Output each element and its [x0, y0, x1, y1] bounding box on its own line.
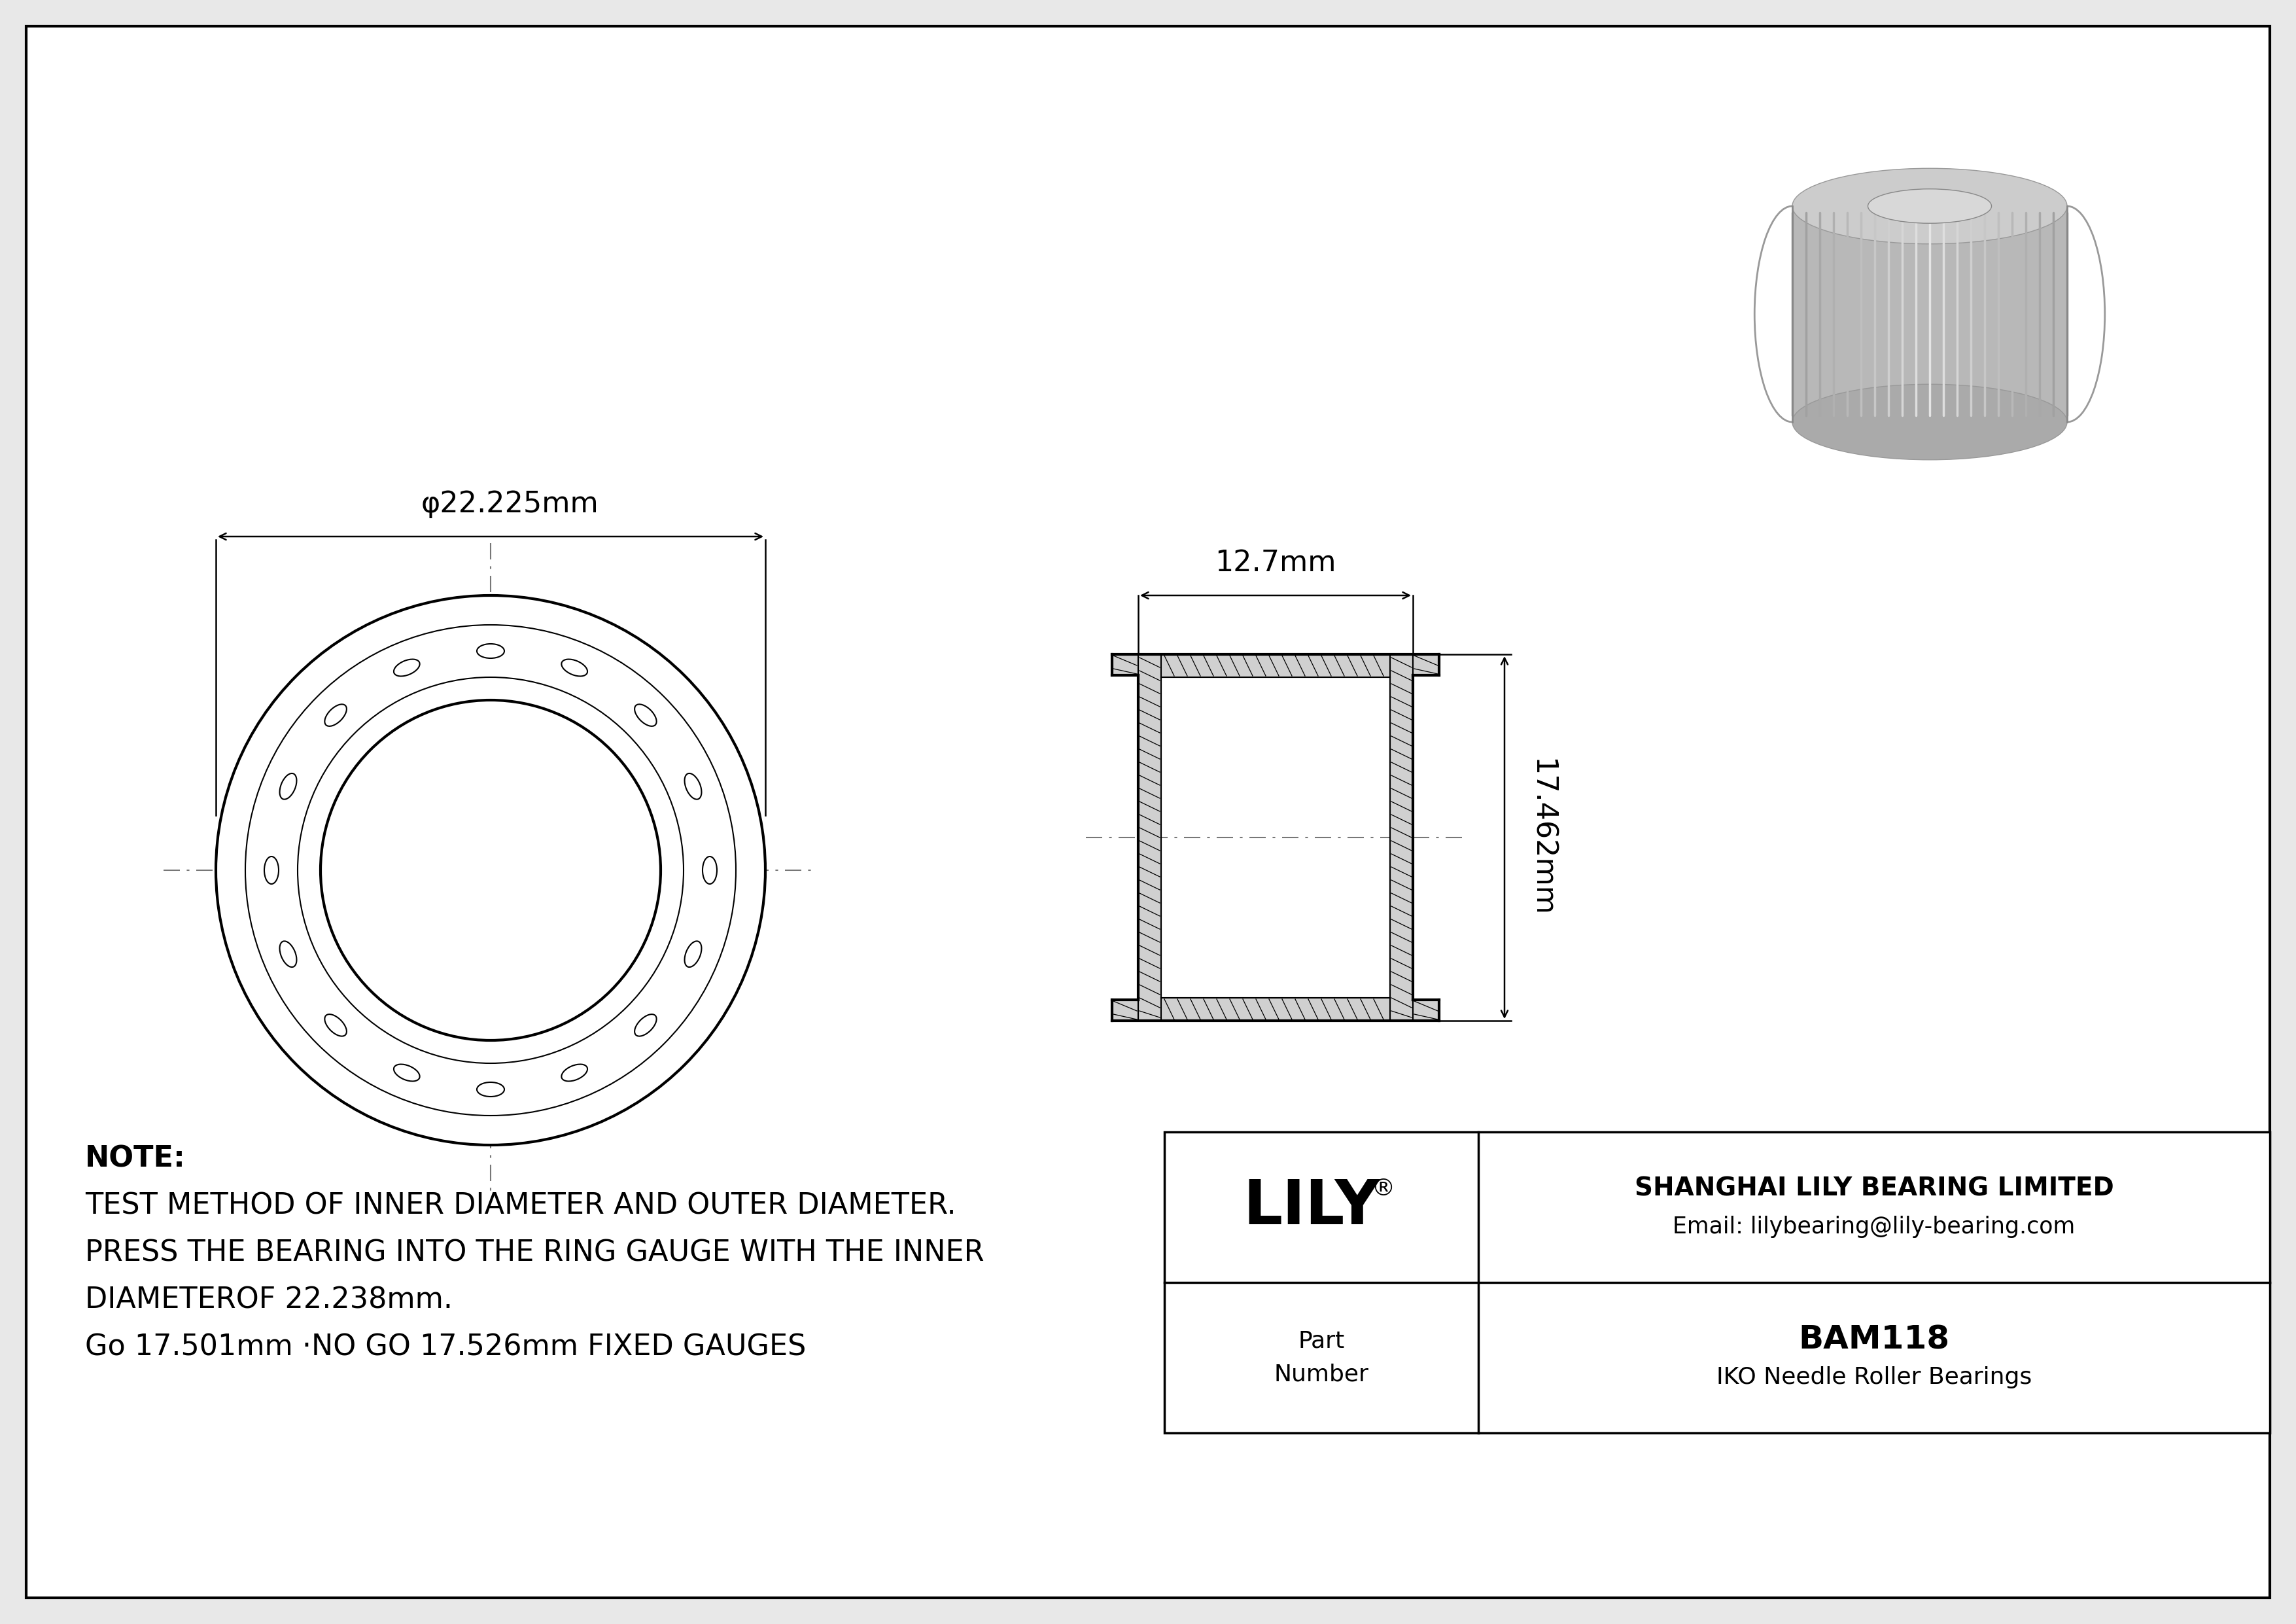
- Text: Go 17.501mm ·NO GO 17.526mm FIXED GAUGES: Go 17.501mm ·NO GO 17.526mm FIXED GAUGES: [85, 1333, 806, 1361]
- Text: PRESS THE BEARING INTO THE RING GAUGE WITH THE INNER: PRESS THE BEARING INTO THE RING GAUGE WI…: [85, 1239, 985, 1267]
- Ellipse shape: [324, 705, 347, 726]
- Bar: [1389, 654, 1412, 1021]
- Text: Email: lilybearing@lily-bearing.com: Email: lilybearing@lily-bearing.com: [1674, 1216, 2076, 1237]
- Ellipse shape: [684, 942, 703, 968]
- Bar: [1793, 206, 2066, 422]
- Text: 17.462mm: 17.462mm: [1527, 758, 1554, 916]
- Ellipse shape: [634, 1015, 657, 1036]
- Text: LILY: LILY: [1242, 1177, 1380, 1237]
- Ellipse shape: [324, 1015, 347, 1036]
- Ellipse shape: [393, 659, 420, 676]
- Ellipse shape: [563, 1064, 588, 1082]
- Ellipse shape: [264, 856, 278, 883]
- Ellipse shape: [1869, 188, 1991, 222]
- Ellipse shape: [393, 1064, 420, 1082]
- Ellipse shape: [634, 705, 657, 726]
- Ellipse shape: [684, 773, 703, 799]
- Text: SHANGHAI LILY BEARING LIMITED: SHANGHAI LILY BEARING LIMITED: [1635, 1176, 2115, 1202]
- Text: TEST METHOD OF INNER DIAMETER AND OUTER DIAMETER.: TEST METHOD OF INNER DIAMETER AND OUTER …: [85, 1192, 955, 1220]
- Bar: [1162, 654, 1389, 677]
- Ellipse shape: [1793, 169, 2066, 244]
- Text: Part
Number: Part Number: [1274, 1330, 1368, 1385]
- Bar: [1111, 654, 1139, 676]
- Ellipse shape: [478, 643, 505, 658]
- Circle shape: [246, 625, 737, 1116]
- Text: IKO Needle Roller Bearings: IKO Needle Roller Bearings: [1717, 1366, 2032, 1389]
- Bar: [1412, 654, 1440, 676]
- Circle shape: [321, 700, 661, 1041]
- Circle shape: [298, 677, 684, 1064]
- Bar: [1412, 1000, 1440, 1021]
- Text: NOTE:: NOTE:: [85, 1145, 186, 1173]
- Bar: [1162, 997, 1389, 1021]
- Ellipse shape: [703, 856, 716, 883]
- Text: φ22.225mm: φ22.225mm: [422, 490, 599, 518]
- Text: BAM118: BAM118: [1798, 1324, 1949, 1354]
- Bar: [1111, 1000, 1139, 1021]
- Circle shape: [216, 596, 765, 1145]
- Text: ®: ®: [1371, 1177, 1396, 1200]
- Ellipse shape: [280, 942, 296, 968]
- Ellipse shape: [1793, 385, 2066, 460]
- Ellipse shape: [280, 773, 296, 799]
- Text: DIAMETEROF 22.238mm.: DIAMETEROF 22.238mm.: [85, 1286, 452, 1314]
- Bar: [1164, 1132, 2271, 1432]
- Bar: [1139, 654, 1162, 1021]
- Text: 12.7mm: 12.7mm: [1215, 549, 1336, 577]
- Ellipse shape: [478, 1082, 505, 1096]
- Ellipse shape: [563, 659, 588, 676]
